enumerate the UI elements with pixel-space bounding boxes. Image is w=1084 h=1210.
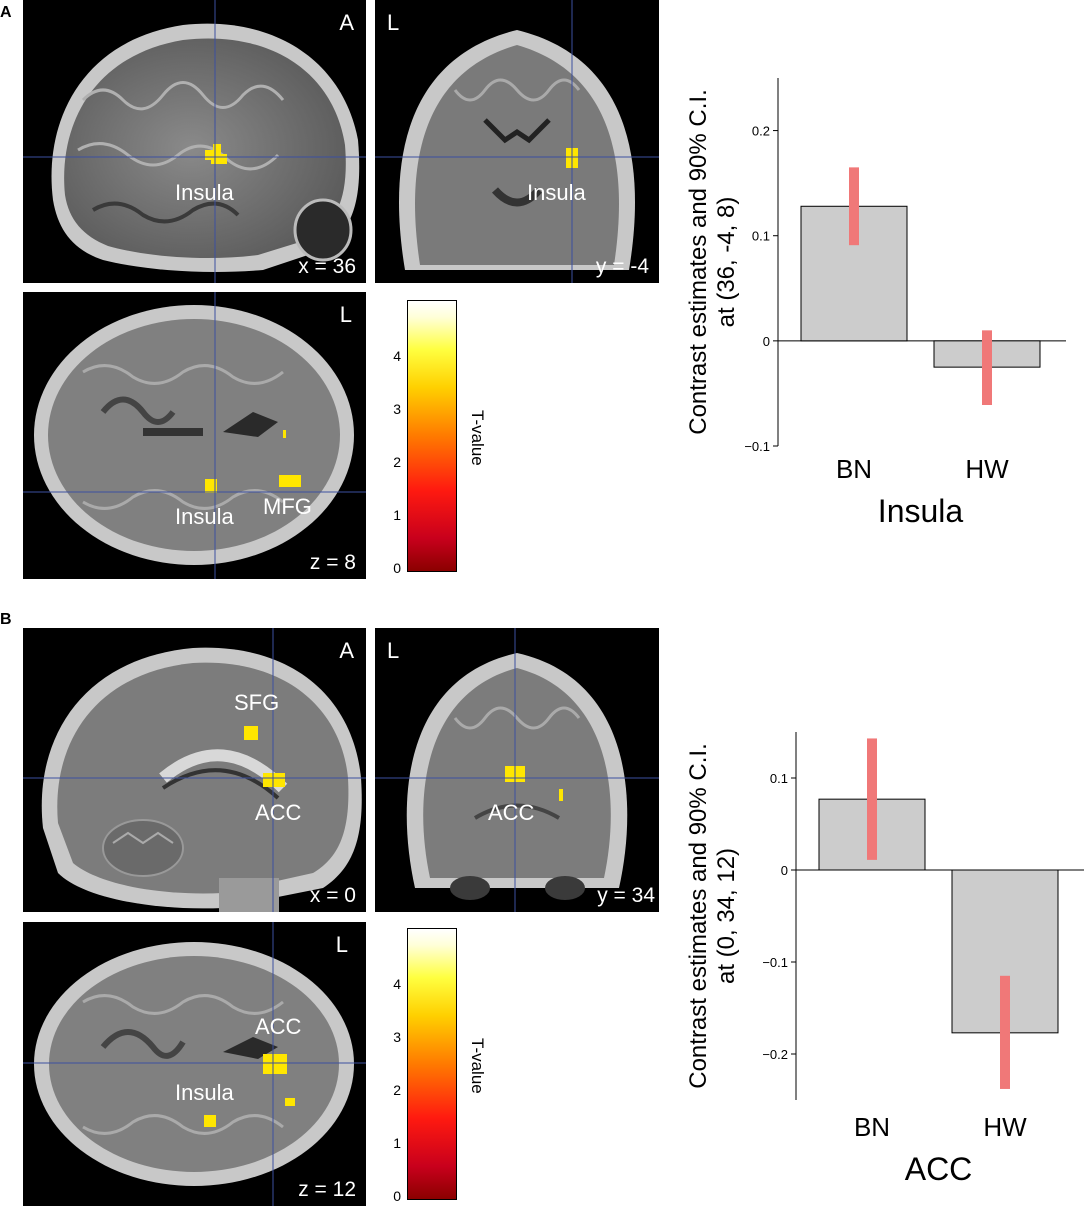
orientation-label: L: [339, 302, 352, 327]
mri-sagittal-slice-a: A Insula x = 36: [23, 0, 366, 283]
region-label-sfg: SFG: [234, 690, 280, 715]
colorbar-tick: 4: [393, 976, 401, 992]
brain-coronal-image: [375, 628, 659, 912]
y-axis-label: Contrast estimates and 90% C.I.: [685, 743, 712, 1089]
activation-blob: [205, 479, 217, 493]
y-tick-label: −0.1: [744, 439, 770, 454]
ci-bar-hw: [982, 330, 992, 405]
orientation-label: L: [387, 10, 400, 35]
mri-coronal-slice-a: L Insula y = -4: [375, 0, 659, 283]
colorbar-tick: 3: [393, 1029, 401, 1045]
colorbar-tick: 0: [393, 560, 401, 576]
region-label-insula: Insula: [175, 180, 234, 205]
category-label: BN: [836, 454, 872, 484]
mri-sagittal-slice-b: A SFG ACC x = 0: [23, 628, 366, 912]
region-label-insula: Insula: [175, 1080, 234, 1105]
activation-blob: [205, 144, 227, 164]
colorbar-tick: 1: [393, 1135, 401, 1151]
mri-axial-slice-b: L ACC Insula z = 12: [23, 922, 366, 1206]
panel-letter-b: B: [0, 611, 12, 628]
region-label-insula: Insula: [527, 180, 586, 205]
slice-coordinate: y = -4: [595, 255, 649, 278]
region-label-acc: ACC: [255, 1014, 302, 1039]
y-tick-label: 0.1: [752, 229, 770, 244]
chart-title: Insula: [878, 493, 964, 529]
colorbar-tick: 2: [393, 454, 401, 470]
region-label-acc: ACC: [488, 800, 535, 825]
y-tick-label: −0.2: [762, 1047, 788, 1062]
bar-chart-acc: −0.2 −0.1 0 0.1 BN HW ACC Contrast estimates an…: [685, 732, 1084, 1187]
y-tick-label: 0: [763, 334, 770, 349]
y-axis-label: at (36, -4, 8): [713, 197, 740, 328]
panel-letter-a: A: [0, 4, 12, 21]
category-label: HW: [965, 454, 1009, 484]
colorbar-tick: 2: [393, 1082, 401, 1098]
ci-bar-bn: [867, 738, 877, 860]
orientation-label: A: [339, 638, 354, 663]
colorbar-title: T-value: [468, 1038, 487, 1094]
mri-axial-slice-a: L Insula MFG z = 8: [23, 292, 366, 579]
ci-bar-hw: [1000, 975, 1010, 1089]
slice-coordinate: x = 36: [298, 255, 356, 278]
activation-blob: [244, 726, 258, 740]
colorbar-b: 0 1 2 3 4 T-value: [375, 928, 515, 1204]
brain-sagittal-image: [23, 0, 366, 283]
slice-coordinate: x = 0: [309, 884, 356, 907]
colorbar-gradient: [407, 300, 457, 572]
brain-axial-image: [23, 922, 366, 1206]
y-axis-label: Contrast estimates and 90% C.I.: [685, 89, 712, 435]
orientation-label: L: [387, 638, 400, 663]
y-tick-label: 0: [781, 863, 788, 878]
colorbar-gradient: [407, 928, 457, 1200]
activation-blob: [204, 1115, 216, 1127]
activation-blob: [263, 773, 285, 787]
y-tick-label: 0.1: [770, 771, 788, 786]
chart-title: ACC: [905, 1151, 973, 1187]
colorbar-tick: 3: [393, 401, 401, 417]
y-tick-label: 0.2: [752, 124, 770, 139]
y-axis-label: at (0, 34, 12): [713, 848, 740, 984]
colorbar-a: 0 1 2 3 4 T-value: [375, 300, 515, 576]
slice-coordinate: z = 12: [298, 1178, 356, 1201]
region-label-mfg: MFG: [263, 494, 312, 519]
activation-blob: [285, 1098, 295, 1106]
orientation-label: A: [339, 10, 354, 35]
colorbar-tick: 4: [393, 348, 401, 364]
region-label-acc: ACC: [255, 800, 302, 825]
activation-blob: [263, 1054, 287, 1074]
slice-coordinate: y = 34: [597, 884, 655, 907]
colorbar-tick: 0: [393, 1188, 401, 1204]
activation-blob: [279, 475, 301, 487]
ci-bar-bn: [849, 167, 859, 246]
activation-blob: [559, 789, 563, 801]
activation-blob: [283, 430, 286, 438]
brain-sagittal-image: [23, 628, 366, 912]
category-label: HW: [983, 1112, 1027, 1142]
colorbar-title: T-value: [468, 410, 487, 466]
colorbar-tick: 1: [393, 507, 401, 523]
y-tick-label: −0.1: [762, 955, 788, 970]
slice-coordinate: z = 8: [309, 551, 356, 574]
orientation-label: L: [335, 932, 348, 957]
region-label-insula: Insula: [175, 504, 234, 529]
brain-coronal-image: [375, 0, 659, 283]
mri-coronal-slice-b: L ACC y = 34: [375, 628, 659, 912]
brain-axial-image: [23, 292, 366, 579]
category-label: BN: [854, 1112, 890, 1142]
